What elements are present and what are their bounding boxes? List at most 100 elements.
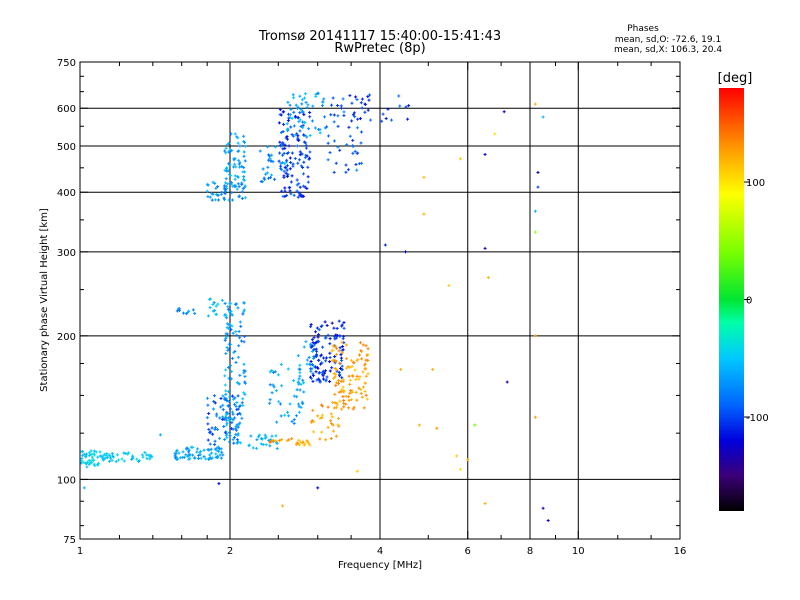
- echo-point: [336, 382, 340, 386]
- echo-point: [329, 103, 333, 107]
- echo-point: [285, 439, 289, 443]
- echo-point: [292, 379, 296, 383]
- echo-point: [342, 334, 346, 338]
- echo-point: [224, 418, 228, 422]
- echo-point: [397, 94, 401, 98]
- echo-point: [280, 384, 284, 388]
- echo-point: [310, 363, 314, 367]
- echo-point: [93, 453, 97, 457]
- echo-point: [326, 158, 330, 162]
- colorbar-tick-label: 100: [746, 178, 765, 189]
- echo-point: [364, 374, 368, 378]
- echo-point: [219, 405, 223, 409]
- echo-point: [217, 447, 221, 451]
- echo-point: [357, 377, 361, 381]
- echo-point: [366, 372, 370, 376]
- echo-point: [541, 506, 545, 510]
- echo-point: [352, 111, 356, 115]
- echo-point: [224, 352, 228, 356]
- echo-point: [212, 399, 216, 403]
- echo-point: [340, 388, 344, 392]
- echo-point: [226, 307, 230, 311]
- echo-point: [92, 458, 96, 462]
- echo-point: [231, 184, 235, 188]
- echo-point: [178, 456, 182, 460]
- echo-point: [310, 338, 314, 342]
- echo-point: [347, 406, 351, 410]
- echo-point: [219, 396, 223, 400]
- echo-point: [261, 167, 265, 171]
- echo-point: [238, 144, 242, 148]
- echo-point: [274, 439, 278, 443]
- echo-point: [403, 250, 407, 254]
- echo-point: [208, 442, 212, 446]
- y-tick-label: 600: [57, 104, 76, 115]
- echo-point: [334, 406, 338, 410]
- echo-point: [336, 114, 340, 118]
- echo-point: [229, 377, 233, 381]
- echo-point: [348, 365, 352, 369]
- echo-point: [231, 331, 235, 335]
- echo-point: [297, 404, 301, 408]
- echo-point: [208, 306, 212, 310]
- echo-point: [219, 192, 223, 196]
- echo-point: [224, 146, 228, 150]
- echo-point: [363, 389, 367, 393]
- echo-point: [234, 302, 238, 306]
- echo-point: [220, 190, 224, 194]
- echo-point: [237, 195, 241, 199]
- echo-point: [88, 453, 92, 457]
- y-tick-label: 750: [57, 58, 76, 69]
- echo-point: [234, 330, 238, 334]
- echo-point: [336, 378, 340, 382]
- echo-point: [335, 336, 339, 340]
- echo-point: [216, 427, 220, 431]
- echo-point: [208, 297, 212, 301]
- echo-point: [278, 402, 282, 406]
- echo-point: [235, 381, 239, 385]
- echo-point: [292, 193, 296, 197]
- echo-point: [358, 341, 362, 345]
- echo-point: [295, 178, 299, 182]
- echo-point: [354, 390, 358, 394]
- echo-point: [286, 100, 290, 104]
- echo-point: [235, 400, 239, 404]
- stats-x-mode: mean, sd,X: 106.3, 20.4: [614, 45, 722, 55]
- data-points: [79, 91, 550, 523]
- echo-point: [369, 118, 373, 122]
- echo-point: [230, 410, 234, 414]
- echo-point: [295, 189, 299, 193]
- echo-point: [233, 162, 237, 166]
- echo-point: [289, 180, 293, 184]
- echo-point: [92, 462, 96, 466]
- echo-point: [285, 193, 289, 197]
- echo-point: [101, 454, 105, 458]
- echo-point: [351, 113, 355, 117]
- echo-point: [235, 438, 239, 442]
- echo-point: [291, 93, 295, 97]
- echo-point: [316, 92, 320, 96]
- echo-point: [218, 453, 222, 457]
- echo-point: [223, 396, 227, 400]
- echo-point: [227, 198, 231, 202]
- echo-point: [301, 123, 305, 127]
- echo-point: [303, 96, 307, 100]
- echo-point: [361, 370, 365, 374]
- echo-point: [311, 408, 315, 412]
- echo-point: [177, 308, 181, 312]
- echo-point: [278, 439, 282, 443]
- echo-point: [304, 146, 308, 150]
- echo-point: [227, 399, 231, 403]
- echo-point: [297, 138, 301, 142]
- echo-point: [243, 334, 247, 338]
- echo-point: [318, 128, 322, 132]
- echo-point: [351, 144, 355, 148]
- echo-point: [324, 356, 328, 360]
- echo-point: [239, 339, 243, 343]
- echo-point: [227, 169, 231, 173]
- echo-point: [221, 394, 225, 398]
- stats-title: Phases: [627, 24, 659, 34]
- echo-point: [308, 443, 312, 447]
- echo-point: [406, 117, 410, 121]
- echo-point: [351, 360, 355, 364]
